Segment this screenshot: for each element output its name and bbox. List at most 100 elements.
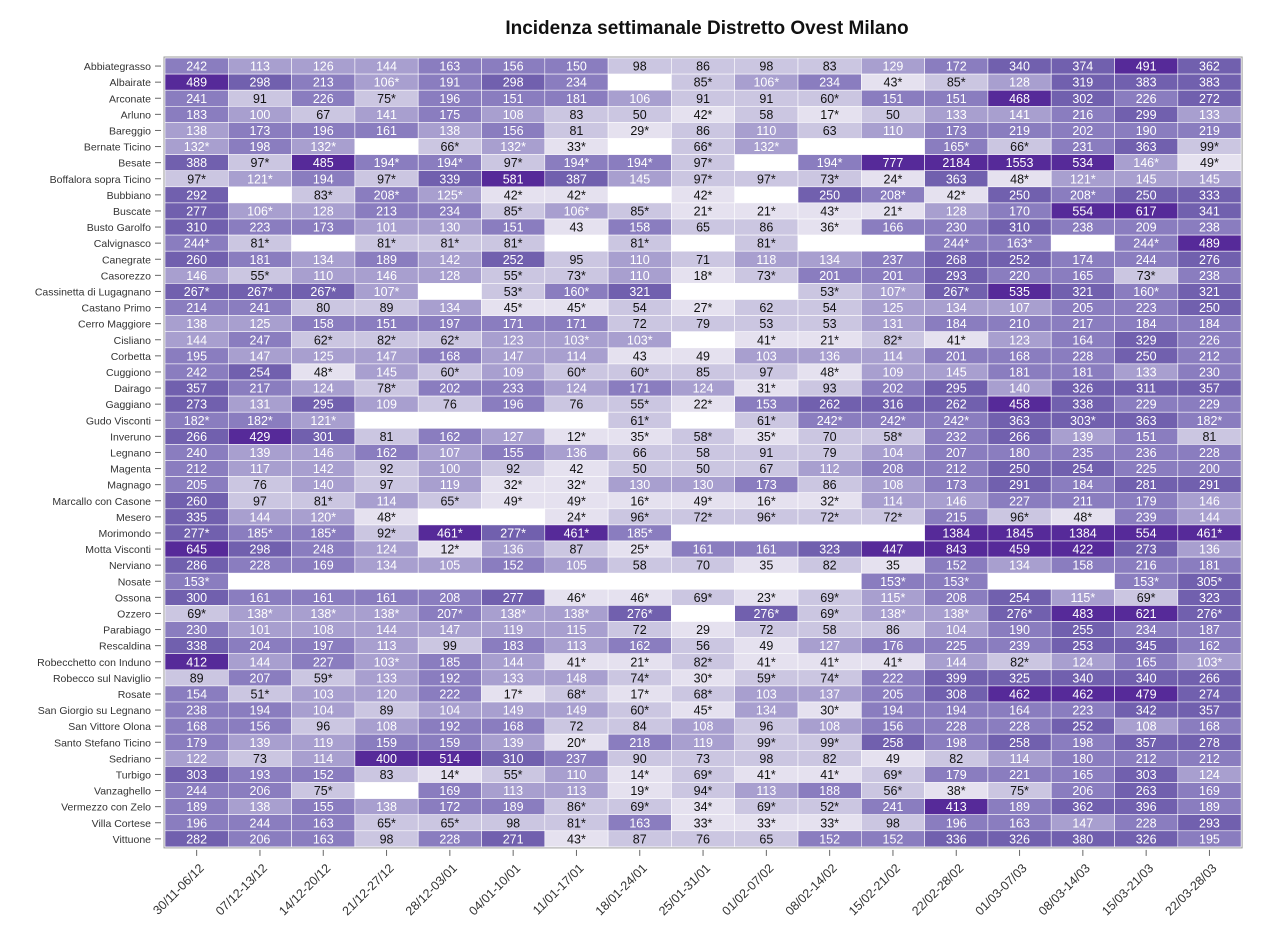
cell-value: 108 <box>819 720 840 734</box>
cell-value: 97* <box>187 172 206 186</box>
heatmap-cell <box>354 782 419 799</box>
cell-value: 174 <box>1072 253 1093 267</box>
row-label: Busto Garolfo <box>87 222 151 234</box>
cell-value: 210 <box>1009 317 1030 331</box>
cell-value: 189 <box>1199 800 1220 814</box>
cell-value: 151 <box>503 92 524 106</box>
cell-value: 21* <box>757 204 776 218</box>
cell-value: 400 <box>376 752 397 766</box>
row-label: Parabiago <box>103 625 151 637</box>
cell-value: 127 <box>819 639 840 653</box>
cell-value: 53 <box>823 317 837 331</box>
cell-value: 110 <box>883 124 903 138</box>
cell-value: 124 <box>313 382 334 396</box>
heatmap-cell <box>671 411 736 429</box>
cell-value: 191 <box>439 76 460 90</box>
cell-value: 155 <box>503 446 524 460</box>
cell-value: 194* <box>437 156 463 170</box>
column-label: 04/01-10/01 <box>466 861 523 918</box>
cell-value: 184 <box>1199 317 1220 331</box>
heatmap-cell <box>671 331 736 349</box>
cell-value: 277 <box>503 591 524 605</box>
cell-value: 76 <box>443 398 457 412</box>
cell-value: 293 <box>1199 816 1220 830</box>
cell-value: 617 <box>1136 204 1157 218</box>
row-label: Motta Visconti <box>85 544 151 556</box>
cell-value: 254 <box>250 365 271 379</box>
cell-value: 82* <box>884 333 903 347</box>
cell-value: 276* <box>753 607 779 621</box>
cell-value: 181 <box>566 92 587 106</box>
cell-value: 235 <box>1072 446 1093 460</box>
cell-value: 163 <box>629 816 650 830</box>
cell-value: 138* <box>310 607 336 621</box>
cell-value: 181 <box>1199 559 1220 573</box>
cell-value: 46* <box>567 591 586 605</box>
cell-value: 128 <box>313 204 334 218</box>
cell-value: 241 <box>883 800 904 814</box>
cell-value: 67 <box>316 108 330 122</box>
cell-value: 69* <box>630 800 649 814</box>
cell-value: 325 <box>1009 671 1030 685</box>
heatmap-cell <box>481 411 546 429</box>
cell-value: 208* <box>374 188 400 202</box>
cell-value: 117 <box>250 462 270 476</box>
cell-value: 181 <box>250 253 271 267</box>
cell-value: 146 <box>186 269 207 283</box>
cell-value: 113 <box>756 784 776 798</box>
cell-value: 72* <box>694 510 713 524</box>
cell-value: 98 <box>380 832 394 846</box>
cell-value: 136 <box>503 543 524 557</box>
cell-value: 295 <box>946 382 967 396</box>
cell-value: 152 <box>946 559 967 573</box>
cell-value: 168 <box>1009 349 1030 363</box>
cell-value: 363 <box>946 172 967 186</box>
cell-value: 412 <box>186 655 207 669</box>
cell-value: 108 <box>376 720 397 734</box>
cell-value: 69* <box>187 607 206 621</box>
cell-value: 96 <box>759 720 773 734</box>
cell-value: 345 <box>1136 639 1157 653</box>
cell-value: 267* <box>943 285 969 299</box>
cell-value: 83* <box>314 188 333 202</box>
cell-value: 238 <box>186 704 207 718</box>
cell-value: 292 <box>186 188 207 202</box>
cell-value: 65 <box>759 832 773 846</box>
cell-value: 86 <box>696 60 710 74</box>
cell-value: 158 <box>313 317 334 331</box>
cell-value: 48* <box>820 365 839 379</box>
row-label: Ossona <box>115 592 151 604</box>
cell-value: 43* <box>884 76 903 90</box>
cell-value: 76 <box>253 478 267 492</box>
cell-value: 190 <box>1136 124 1157 138</box>
cell-value: 204 <box>250 639 271 653</box>
cell-value: 43 <box>633 349 647 363</box>
cell-value: 58 <box>696 446 710 460</box>
cell-value: 50 <box>886 108 900 122</box>
cell-value: 621 <box>1136 607 1157 621</box>
cell-value: 276 <box>1199 253 1220 267</box>
cell-value: 112 <box>820 462 840 476</box>
cell-value: 138* <box>374 607 400 621</box>
cell-value: 183 <box>503 639 524 653</box>
cell-value: 69* <box>757 800 776 814</box>
heatmap-cell <box>987 572 1052 590</box>
cell-value: 14* <box>440 768 459 782</box>
cell-value: 49 <box>696 349 710 363</box>
cell-value: 50 <box>633 108 647 122</box>
heatmap-cell <box>544 411 609 429</box>
cell-value: 54 <box>823 301 837 315</box>
cell-value: 238 <box>1072 221 1093 235</box>
cell-value: 92 <box>506 462 520 476</box>
heatmap-cell <box>671 572 736 590</box>
cell-value: 41* <box>820 768 839 782</box>
cell-value: 357 <box>1199 704 1220 718</box>
heatmap-cell <box>354 138 419 155</box>
cell-value: 181 <box>1009 365 1030 379</box>
cell-value: 329 <box>1136 333 1157 347</box>
row-label: Magnago <box>107 480 151 492</box>
cell-value: 53* <box>504 285 523 299</box>
cell-value: 323 <box>1199 591 1220 605</box>
cell-value: 223 <box>1072 704 1093 718</box>
cell-value: 76 <box>569 398 583 412</box>
